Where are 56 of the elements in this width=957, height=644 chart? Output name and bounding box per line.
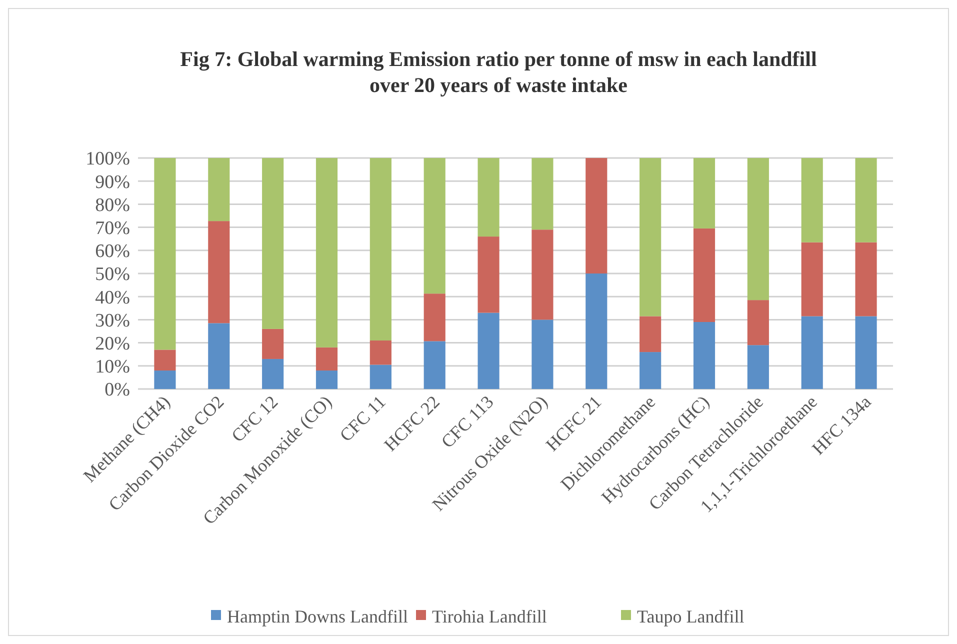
bar (154, 370, 176, 389)
bar (586, 158, 608, 274)
legend-label: Hamptin Downs Landfill (227, 606, 408, 626)
bar (478, 158, 500, 237)
bar (262, 328, 284, 359)
legend-label: Taupo Landfill (637, 606, 744, 626)
chart-title: Fig 7: Global warming Emission ratio per tonne of msw in each landfill over 20 years of waste intake (180, 47, 817, 97)
bar (801, 158, 823, 242)
y-tick-label: 70% (95, 218, 130, 239)
bar (370, 364, 392, 389)
bar (640, 316, 662, 352)
bar (855, 242, 877, 316)
y-tick-label: 100% (86, 148, 130, 170)
bar (208, 158, 230, 222)
bar (316, 370, 338, 389)
y-tick-label: 90% (95, 172, 130, 193)
bar (262, 358, 284, 389)
y-tick-label: 40% (95, 287, 130, 308)
bar (370, 340, 392, 365)
bar (478, 236, 500, 313)
bar (370, 158, 392, 340)
bar (316, 347, 338, 371)
y-tick-label: 80% (95, 194, 130, 216)
bar (316, 158, 338, 348)
bar (154, 158, 176, 350)
bar (855, 316, 877, 389)
bar (424, 294, 446, 342)
y-tick-label: 30% (95, 310, 130, 332)
bar (747, 300, 769, 346)
bar (478, 312, 500, 389)
bar (208, 323, 230, 389)
y-tick-label: 0% (104, 380, 130, 401)
bar (532, 230, 554, 320)
bar (424, 341, 446, 389)
bar (262, 158, 284, 329)
bar (801, 316, 823, 389)
bar (693, 322, 716, 389)
y-tick-label: 60% (95, 241, 130, 262)
bar (532, 158, 554, 230)
bar (586, 274, 608, 389)
bar (801, 242, 823, 316)
bar (532, 320, 554, 389)
y-tick-label: 50% (95, 264, 130, 286)
bar (424, 158, 446, 294)
bar (640, 352, 662, 389)
bar (640, 158, 662, 316)
y-tick-label: 20% (95, 333, 130, 354)
legend-label: Tirohia Landfill (432, 606, 547, 626)
bar (693, 158, 716, 228)
bar (747, 345, 769, 389)
bar (154, 350, 176, 371)
y-tick-label: 10% (95, 356, 130, 378)
bar (747, 158, 769, 300)
bar (855, 158, 877, 242)
bar (693, 228, 716, 322)
bar (208, 221, 230, 324)
